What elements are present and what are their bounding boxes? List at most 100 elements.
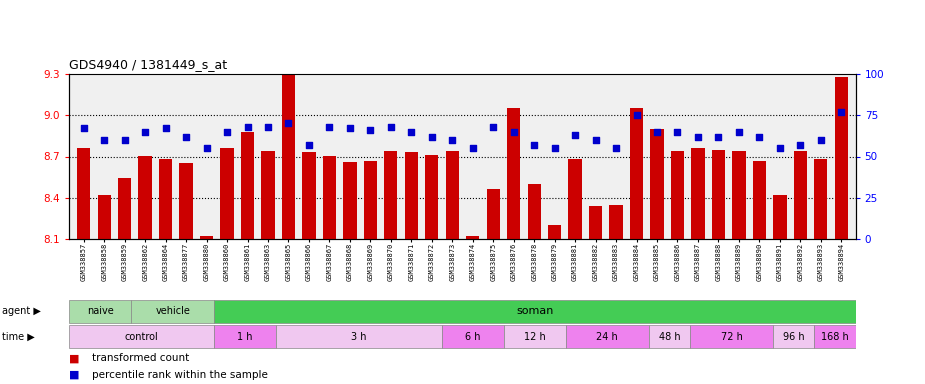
Bar	[302, 152, 315, 239]
Point	[629, 112, 644, 118]
Point	[199, 145, 214, 151]
Bar	[589, 206, 602, 239]
Bar	[364, 161, 377, 239]
Point	[772, 145, 787, 151]
Bar	[773, 325, 814, 348]
Bar	[159, 159, 172, 239]
Point	[302, 142, 316, 148]
Point	[117, 137, 132, 143]
Bar	[277, 325, 442, 348]
Bar	[733, 151, 746, 239]
Point	[240, 124, 255, 130]
Point	[97, 137, 112, 143]
Bar	[131, 300, 215, 323]
Bar	[834, 77, 848, 239]
Point	[261, 124, 276, 130]
Point	[384, 124, 399, 130]
Bar	[426, 155, 438, 239]
Text: 12 h: 12 h	[524, 331, 546, 341]
Point	[732, 129, 746, 135]
Bar	[610, 205, 623, 239]
Point	[711, 134, 726, 140]
Text: 96 h: 96 h	[783, 331, 805, 341]
Bar	[215, 300, 856, 323]
Text: 3 h: 3 h	[352, 331, 367, 341]
Bar	[446, 151, 459, 239]
Bar	[487, 189, 500, 239]
Text: naive: naive	[87, 306, 114, 316]
Bar	[97, 195, 111, 239]
Point	[568, 132, 583, 138]
Point	[691, 134, 706, 140]
Point	[609, 145, 623, 151]
Point	[179, 134, 193, 140]
Bar	[220, 148, 234, 239]
Point	[793, 142, 808, 148]
Bar	[794, 151, 807, 239]
Text: ■: ■	[69, 353, 80, 363]
Bar	[262, 151, 275, 239]
Bar	[215, 325, 277, 348]
Bar	[569, 159, 582, 239]
Point	[752, 134, 767, 140]
Bar	[711, 150, 725, 239]
Text: 168 h: 168 h	[821, 331, 849, 341]
Bar	[69, 325, 215, 348]
Bar	[343, 162, 356, 239]
Text: vehicle: vehicle	[155, 306, 191, 316]
Point	[670, 129, 684, 135]
Point	[158, 126, 173, 132]
Text: soman: soman	[516, 306, 553, 316]
Bar	[200, 236, 214, 239]
Text: GDS4940 / 1381449_s_at: GDS4940 / 1381449_s_at	[69, 58, 228, 71]
Bar	[179, 163, 192, 239]
Point	[138, 129, 153, 135]
Bar	[753, 161, 766, 239]
Point	[76, 126, 91, 132]
Bar	[648, 325, 690, 348]
Text: 6 h: 6 h	[465, 331, 481, 341]
Point	[548, 145, 562, 151]
Point	[425, 134, 439, 140]
Bar	[466, 236, 479, 239]
Bar	[630, 108, 643, 239]
Bar	[118, 179, 131, 239]
Bar	[814, 159, 828, 239]
Point	[404, 129, 419, 135]
Text: ■: ■	[69, 370, 80, 380]
Point	[526, 142, 541, 148]
Bar	[240, 132, 254, 239]
Bar	[527, 184, 541, 239]
Bar	[384, 151, 398, 239]
Bar	[139, 157, 152, 239]
Bar	[507, 108, 521, 239]
Point	[281, 121, 296, 127]
Bar	[77, 148, 91, 239]
Bar	[650, 129, 663, 239]
Bar	[548, 225, 561, 239]
Point	[813, 137, 828, 143]
Bar	[323, 157, 336, 239]
Text: 48 h: 48 h	[659, 331, 680, 341]
Bar	[504, 325, 566, 348]
Text: time ▶: time ▶	[2, 331, 34, 341]
Text: agent ▶: agent ▶	[2, 306, 41, 316]
Point	[445, 137, 460, 143]
Bar	[671, 151, 684, 239]
Bar	[814, 325, 856, 348]
Bar	[442, 325, 504, 348]
Point	[219, 129, 234, 135]
Text: control: control	[125, 331, 159, 341]
Point	[486, 124, 500, 130]
Point	[363, 127, 377, 133]
Text: 72 h: 72 h	[721, 331, 743, 341]
Text: 24 h: 24 h	[597, 331, 618, 341]
Point	[342, 126, 357, 132]
Bar	[69, 300, 131, 323]
Text: transformed count: transformed count	[92, 353, 190, 363]
Text: 1 h: 1 h	[238, 331, 253, 341]
Point	[322, 124, 337, 130]
Point	[588, 137, 603, 143]
Bar	[690, 325, 773, 348]
Point	[465, 145, 480, 151]
